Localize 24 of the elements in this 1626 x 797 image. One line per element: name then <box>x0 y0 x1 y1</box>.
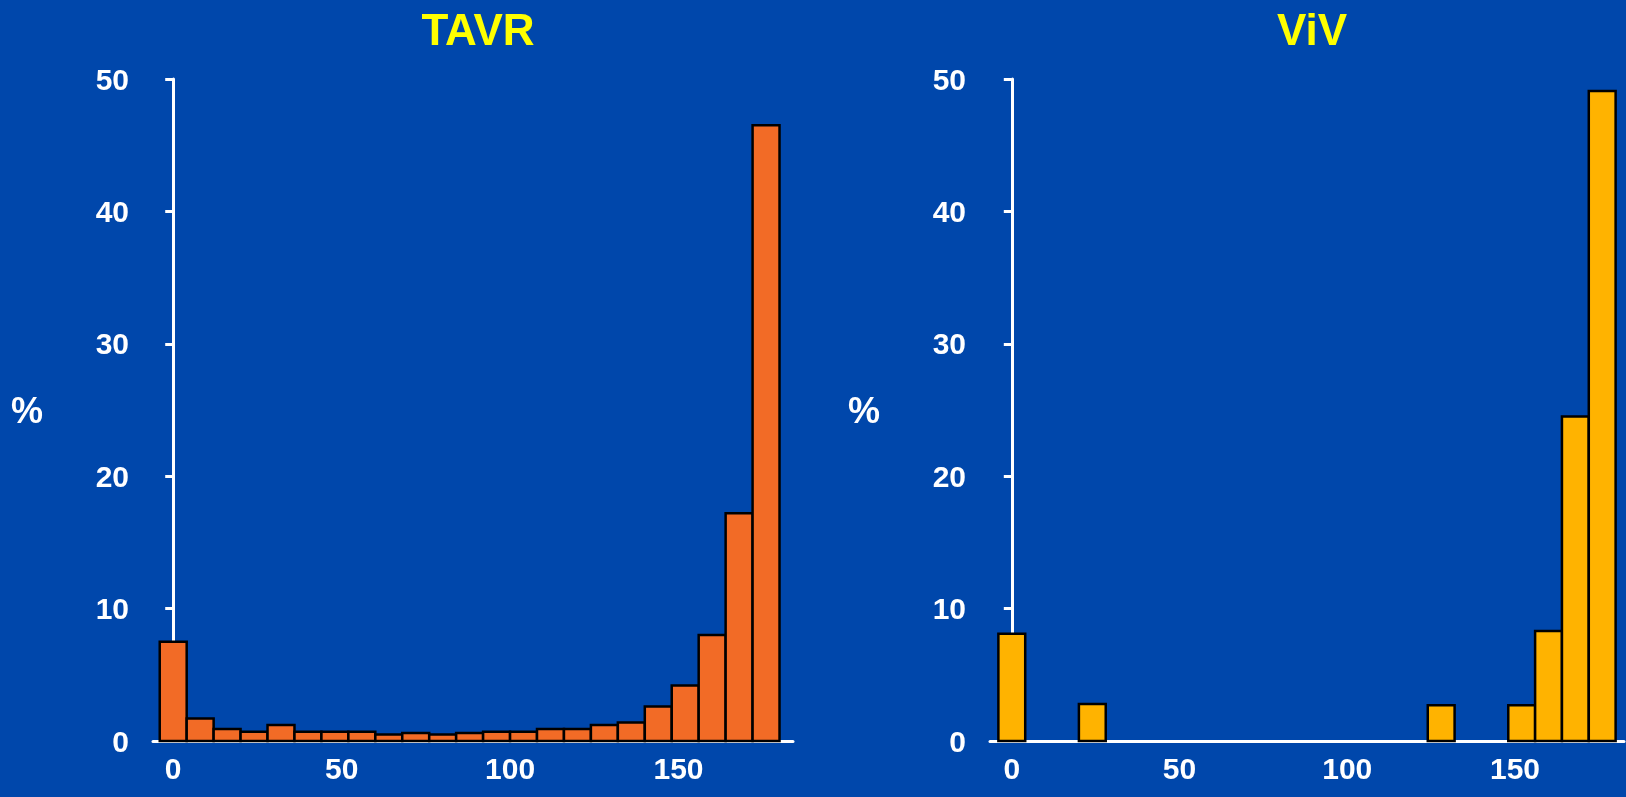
x-tick-label: 150 <box>653 751 704 785</box>
y-tick-label: 30 <box>932 327 966 361</box>
y-tick-label: 20 <box>932 459 966 493</box>
y-axis-title: % <box>847 389 880 431</box>
chart-title: ViV <box>1276 4 1348 54</box>
y-axis-title: % <box>10 389 43 431</box>
y-tick-label: 40 <box>932 194 966 228</box>
y-tick-label: 20 <box>95 459 129 493</box>
x-tick-label: 50 <box>1162 751 1197 785</box>
y-tick-label: 30 <box>95 327 129 361</box>
y-tick-label: 10 <box>932 592 966 626</box>
x-tick-label: 0 <box>164 751 182 785</box>
y-tick-label: 10 <box>95 592 129 626</box>
y-tick-label: 40 <box>95 194 129 228</box>
x-tick-label: 50 <box>324 751 359 785</box>
x-tick-label: 100 <box>485 751 536 785</box>
y-tick-label: 0 <box>949 724 966 758</box>
x-tick-label: 100 <box>1322 751 1373 785</box>
x-tick-label: 0 <box>1003 751 1021 785</box>
y-tick-label: 0 <box>112 724 129 758</box>
y-tick-label: 50 <box>95 62 129 96</box>
x-tick-label: 150 <box>1489 751 1541 785</box>
chart-title: TAVR <box>421 4 535 54</box>
y-tick-label: 50 <box>932 62 966 96</box>
